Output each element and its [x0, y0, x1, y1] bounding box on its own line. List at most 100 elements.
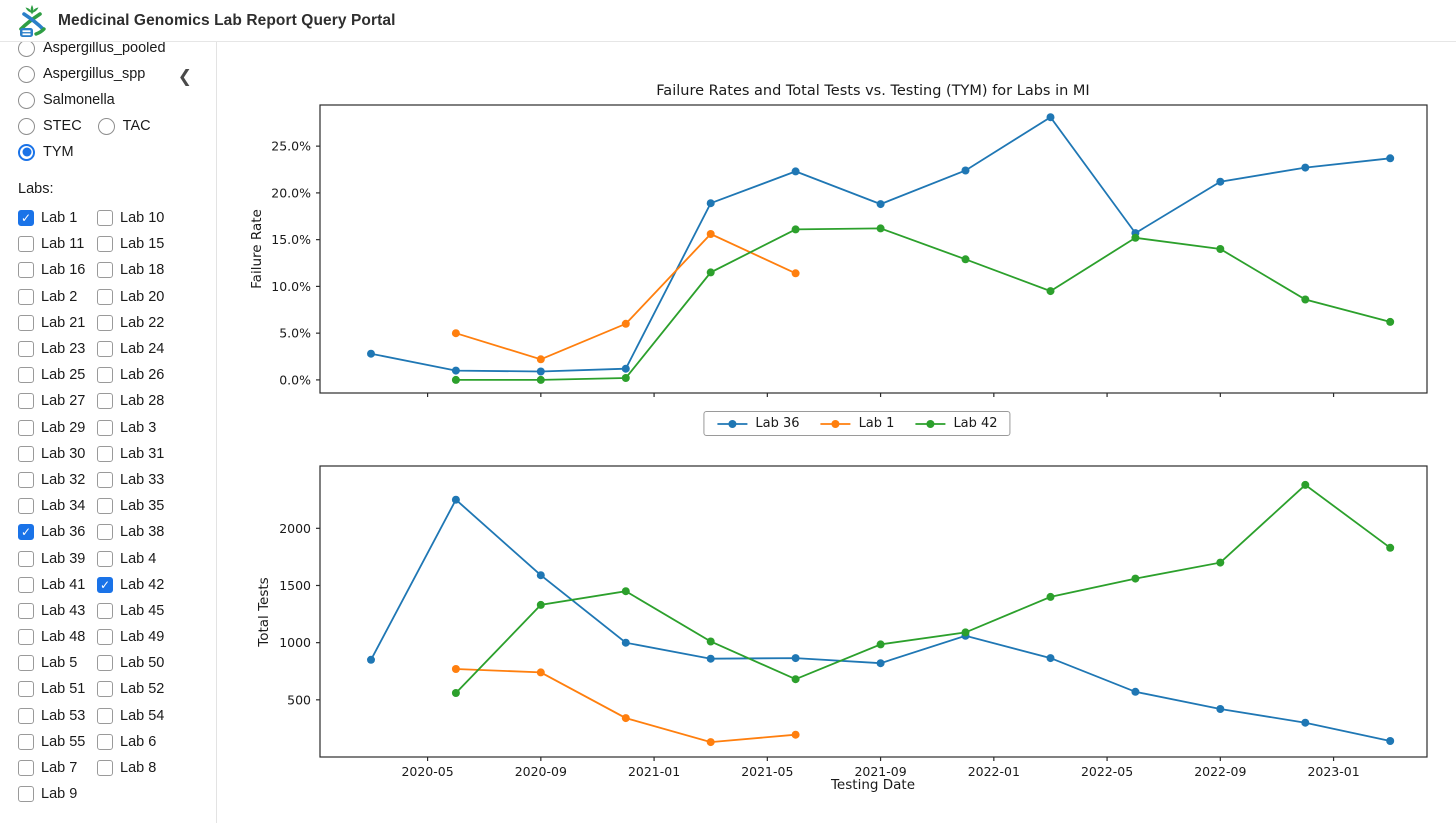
- assay-radio-aspergillus_pooled[interactable]: Aspergillus_pooled: [18, 42, 166, 57]
- chart-title: Failure Rates and Total Tests vs. Testin…: [656, 83, 1089, 99]
- checkbox-icon: [97, 288, 113, 305]
- lab-checkbox-lab-22[interactable]: Lab 22: [97, 310, 208, 336]
- legend-marker-icon: [717, 419, 748, 428]
- data-point: [1301, 163, 1310, 172]
- lab-checkbox-lab-27[interactable]: Lab 27: [18, 388, 97, 414]
- assay-label: TYM: [43, 144, 74, 160]
- y-tick-label: 10.0%: [271, 279, 311, 294]
- lab-checkbox-lab-30[interactable]: Lab 30: [18, 441, 97, 467]
- data-point: [1216, 177, 1225, 186]
- lab-checkbox-lab-53[interactable]: Lab 53: [18, 703, 97, 729]
- lab-checkbox-lab-3[interactable]: Lab 3: [97, 415, 208, 441]
- lab-checkbox-lab-9[interactable]: Lab 9: [18, 781, 97, 807]
- checkbox-icon: ✓: [18, 524, 34, 541]
- lab-checkbox-lab-35[interactable]: Lab 35: [97, 493, 208, 519]
- x-tick-label: 2021-09: [854, 764, 906, 779]
- lab-checkbox-lab-6[interactable]: Lab 6: [97, 729, 208, 755]
- lab-checkbox-lab-51[interactable]: Lab 51: [18, 676, 97, 702]
- checkbox-icon: [18, 550, 34, 567]
- lab-checkbox-lab-26[interactable]: Lab 26: [97, 362, 208, 388]
- lab-label: Lab 24: [120, 341, 165, 358]
- lab-checkbox-lab-36[interactable]: ✓ Lab 36: [18, 519, 97, 545]
- lab-label: Lab 1: [41, 210, 78, 227]
- lab-checkbox-lab-11[interactable]: Lab 11: [18, 231, 97, 257]
- lab-checkbox-lab-20[interactable]: Lab 20: [97, 284, 208, 310]
- lab-checkbox-lab-39[interactable]: Lab 39: [18, 545, 97, 571]
- total-tests-chart: 500 1000 1500 2000 2020-05 2020-09 2021-01 2021…: [256, 465, 1428, 793]
- data-point: [706, 268, 715, 277]
- lab-checkbox-lab-24[interactable]: Lab 24: [97, 336, 208, 362]
- lab-checkbox-lab-5[interactable]: Lab 5: [18, 650, 97, 676]
- checkbox-icon: [97, 629, 113, 646]
- data-point: [1386, 737, 1395, 745]
- x-tick-label: 2022-01: [968, 764, 1020, 779]
- lab-label: Lab 36: [41, 524, 86, 541]
- data-point: [1216, 705, 1225, 713]
- assay-radio-tac[interactable]: TAC: [97, 117, 151, 135]
- lab-checkbox-lab-45[interactable]: Lab 45: [97, 598, 208, 624]
- lab-label: Lab 7: [41, 760, 78, 777]
- assay-label: STEC: [43, 118, 82, 134]
- data-point: [621, 374, 630, 382]
- plot-border: [319, 465, 1428, 758]
- lab-checkbox-lab-10[interactable]: Lab 10: [97, 205, 208, 231]
- lab-checkbox-lab-42[interactable]: ✓ Lab 42: [97, 572, 208, 598]
- checkbox-icon: [97, 524, 113, 541]
- data-point: [451, 495, 460, 504]
- lab-checkbox-lab-4[interactable]: Lab 4: [97, 545, 208, 571]
- lab-checkbox-lab-33[interactable]: Lab 33: [97, 467, 208, 493]
- assay-radio-tym[interactable]: TYM: [18, 143, 74, 161]
- assay-radio-aspergillus_spp[interactable]: Aspergillus_spp: [18, 65, 145, 83]
- lab-label: Lab 2: [41, 288, 78, 305]
- assay-radio-group: Aspergillus_pooled Aspergillus_spp Salmone…: [18, 42, 208, 165]
- lab-checkbox-lab-52[interactable]: Lab 52: [97, 676, 208, 702]
- data-point: [621, 587, 630, 596]
- lab-checkbox-lab-43[interactable]: Lab 43: [18, 598, 97, 624]
- checkbox-icon: [18, 262, 34, 279]
- assay-radio-stec[interactable]: STEC: [18, 117, 82, 135]
- x-axis-label: Testing Date: [830, 777, 915, 793]
- lab-label: Lab 16: [41, 262, 86, 279]
- lab-checkbox-lab-18[interactable]: Lab 18: [97, 257, 208, 283]
- sidebar-scroll-area[interactable]: Aspergillus_pooled Aspergillus_spp Salmone…: [0, 42, 216, 807]
- lab-label: Lab 53: [41, 707, 86, 724]
- data-point: [706, 637, 715, 646]
- lab-checkbox-lab-54[interactable]: Lab 54: [97, 703, 208, 729]
- lab-checkbox-lab-28[interactable]: Lab 28: [97, 388, 208, 414]
- legend-label: Lab 42: [953, 416, 998, 431]
- lab-checkbox-lab-23[interactable]: Lab 23: [18, 336, 97, 362]
- lab-checkbox-lab-55[interactable]: Lab 55: [18, 729, 97, 755]
- data-point: [706, 654, 715, 663]
- lab-checkbox-lab-48[interactable]: Lab 48: [18, 624, 97, 650]
- assay-row: Aspergillus_spp: [18, 61, 208, 87]
- lab-checkbox-lab-21[interactable]: Lab 21: [18, 310, 97, 336]
- lab-checkbox-lab-25[interactable]: Lab 25: [18, 362, 97, 388]
- lab-label: Lab 4: [120, 550, 157, 567]
- lab-label: Lab 50: [120, 655, 165, 672]
- y-axis-label: Failure Rate: [249, 209, 265, 289]
- lab-checkbox-lab-50[interactable]: Lab 50: [97, 650, 208, 676]
- assay-radio-salmonella[interactable]: Salmonella: [18, 91, 115, 109]
- lab-checkbox-lab-34[interactable]: Lab 34: [18, 493, 97, 519]
- lab-checkbox-lab-38[interactable]: Lab 38: [97, 519, 208, 545]
- checkbox-icon: [97, 341, 113, 358]
- lab-label: Lab 32: [41, 471, 86, 488]
- data-point: [1131, 233, 1140, 242]
- lab-checkbox-lab-16[interactable]: Lab 16: [18, 257, 97, 283]
- checkbox-icon: [18, 471, 34, 488]
- lab-checkbox-lab-29[interactable]: Lab 29: [18, 415, 97, 441]
- lab-checkbox-lab-49[interactable]: Lab 49: [97, 624, 208, 650]
- lab-checkbox-lab-15[interactable]: Lab 15: [97, 231, 208, 257]
- lab-checkbox-lab-1[interactable]: ✓ Lab 1: [18, 205, 97, 231]
- lab-label: Lab 23: [41, 341, 86, 358]
- y-tick-label: 25.0%: [271, 139, 311, 154]
- lab-checkbox-lab-2[interactable]: Lab 2: [18, 284, 97, 310]
- lab-checkbox-lab-7[interactable]: Lab 7: [18, 755, 97, 781]
- lab-checkbox-lab-8[interactable]: Lab 8: [97, 755, 208, 781]
- sidebar-collapse-icon[interactable]: ❮: [177, 67, 192, 86]
- lab-checkbox-lab-32[interactable]: Lab 32: [18, 467, 97, 493]
- lab-checkbox-lab-41[interactable]: Lab 41: [18, 572, 97, 598]
- lab-checkbox-lab-31[interactable]: Lab 31: [97, 441, 208, 467]
- checkbox-icon: [18, 393, 34, 410]
- lab-label: Lab 51: [41, 681, 86, 698]
